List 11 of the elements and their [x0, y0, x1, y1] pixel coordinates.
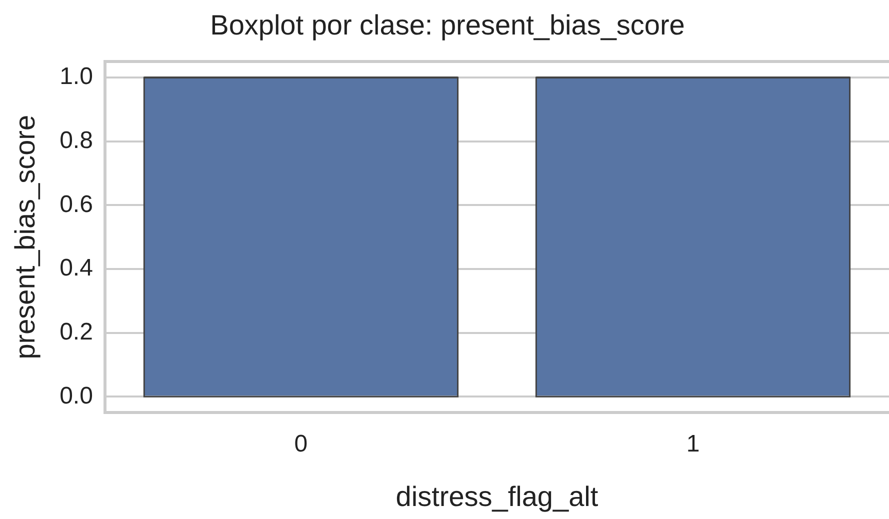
- y-tick-label: 0.8: [60, 127, 93, 154]
- y-tick-label: 0.4: [60, 254, 93, 282]
- x-axis-title: distress_flag_alt: [396, 480, 598, 512]
- chart-title: Boxplot por clase: present_bias_score: [210, 10, 685, 41]
- x-tick-label: 0: [294, 430, 308, 458]
- y-tick-label: 0.2: [60, 318, 93, 346]
- y-tick-label: 0.6: [60, 190, 93, 218]
- y-tick-label: 1.0: [60, 63, 93, 90]
- x-tick-label: 1: [686, 430, 700, 458]
- y-tick-label: 0.0: [60, 382, 93, 410]
- y-axis-title: present_bias_score: [10, 114, 41, 360]
